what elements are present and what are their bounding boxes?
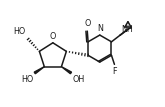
Text: OH: OH [72, 75, 84, 84]
Text: HO: HO [21, 75, 33, 84]
Polygon shape [61, 67, 71, 74]
Polygon shape [34, 67, 44, 74]
Text: HO: HO [14, 27, 26, 36]
Text: F: F [112, 67, 117, 76]
Text: O: O [84, 19, 90, 28]
Text: N: N [97, 24, 103, 33]
Text: O: O [50, 32, 56, 41]
Text: NH: NH [121, 25, 133, 34]
